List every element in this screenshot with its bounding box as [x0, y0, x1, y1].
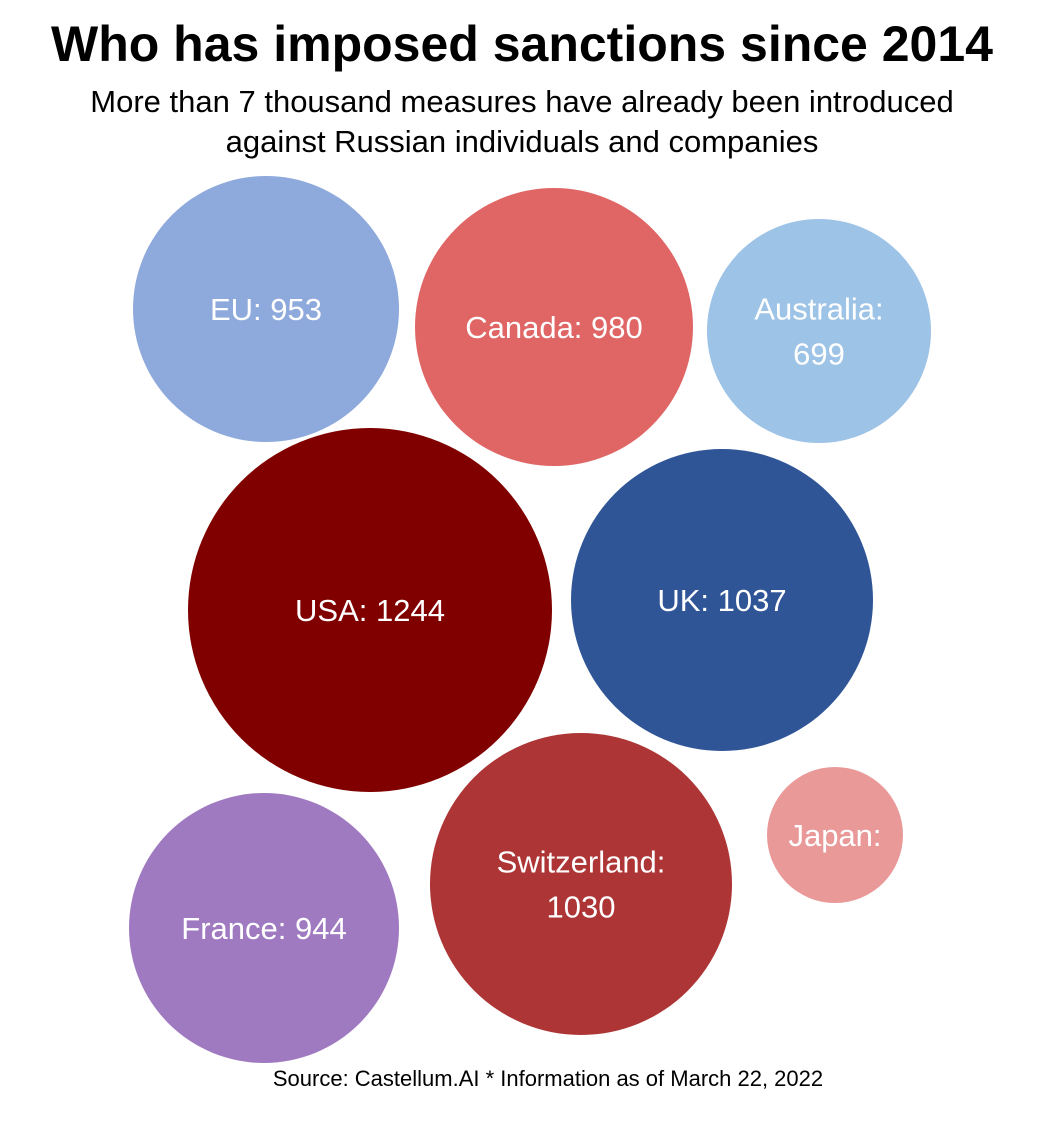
bubble-canada: Canada: 980 [415, 188, 693, 466]
bubble-label-eu: EU: 953 [210, 292, 322, 327]
bubble-australia: Australia: 699 [707, 219, 931, 443]
bubble-france: France: 944 [129, 793, 399, 1063]
bubble-switzerland: Switzerland: 1030 [430, 733, 732, 1035]
chart-subtitle: More than 7 thousand measures have alrea… [0, 82, 1044, 162]
bubble-uk: UK: 1037 [571, 449, 873, 751]
bubble-circle-canada [415, 188, 693, 466]
bubble-label-japan: Japan: [788, 818, 881, 853]
subtitle-line-2: against Russian individuals and companie… [225, 124, 819, 159]
bubble-label-switzerland: Switzerland: 1030 [497, 845, 666, 925]
bubble-circle-australia [707, 219, 931, 443]
bubble-eu: EU: 953 [133, 176, 399, 442]
bubble-circle-switzerland [430, 733, 732, 1035]
source-note: Source: Castellum.AI * Information as of… [272, 1066, 824, 1091]
bubble-circle-japan [767, 767, 903, 903]
bubble-circle-usa [188, 428, 552, 792]
bubble-circle-eu [133, 176, 399, 442]
bubble-label-usa: USA: 1244 [295, 593, 445, 628]
bubble-japan: Japan: [767, 767, 903, 903]
bubble-circle-uk [571, 449, 873, 751]
bubble-label-france: France: 944 [181, 911, 346, 946]
chart-title: Who has imposed sanctions since 2014 [51, 16, 993, 72]
bubble-label-canada: Canada: 980 [465, 310, 643, 345]
bubble-circle-france [129, 793, 399, 1063]
bubble-label-australia: Australia: 699 [754, 292, 883, 372]
bubble-usa: USA: 1244 [188, 428, 552, 792]
subtitle-line-1: More than 7 thousand measures have alrea… [90, 84, 954, 119]
bubble-label-uk: UK: 1037 [657, 583, 786, 618]
